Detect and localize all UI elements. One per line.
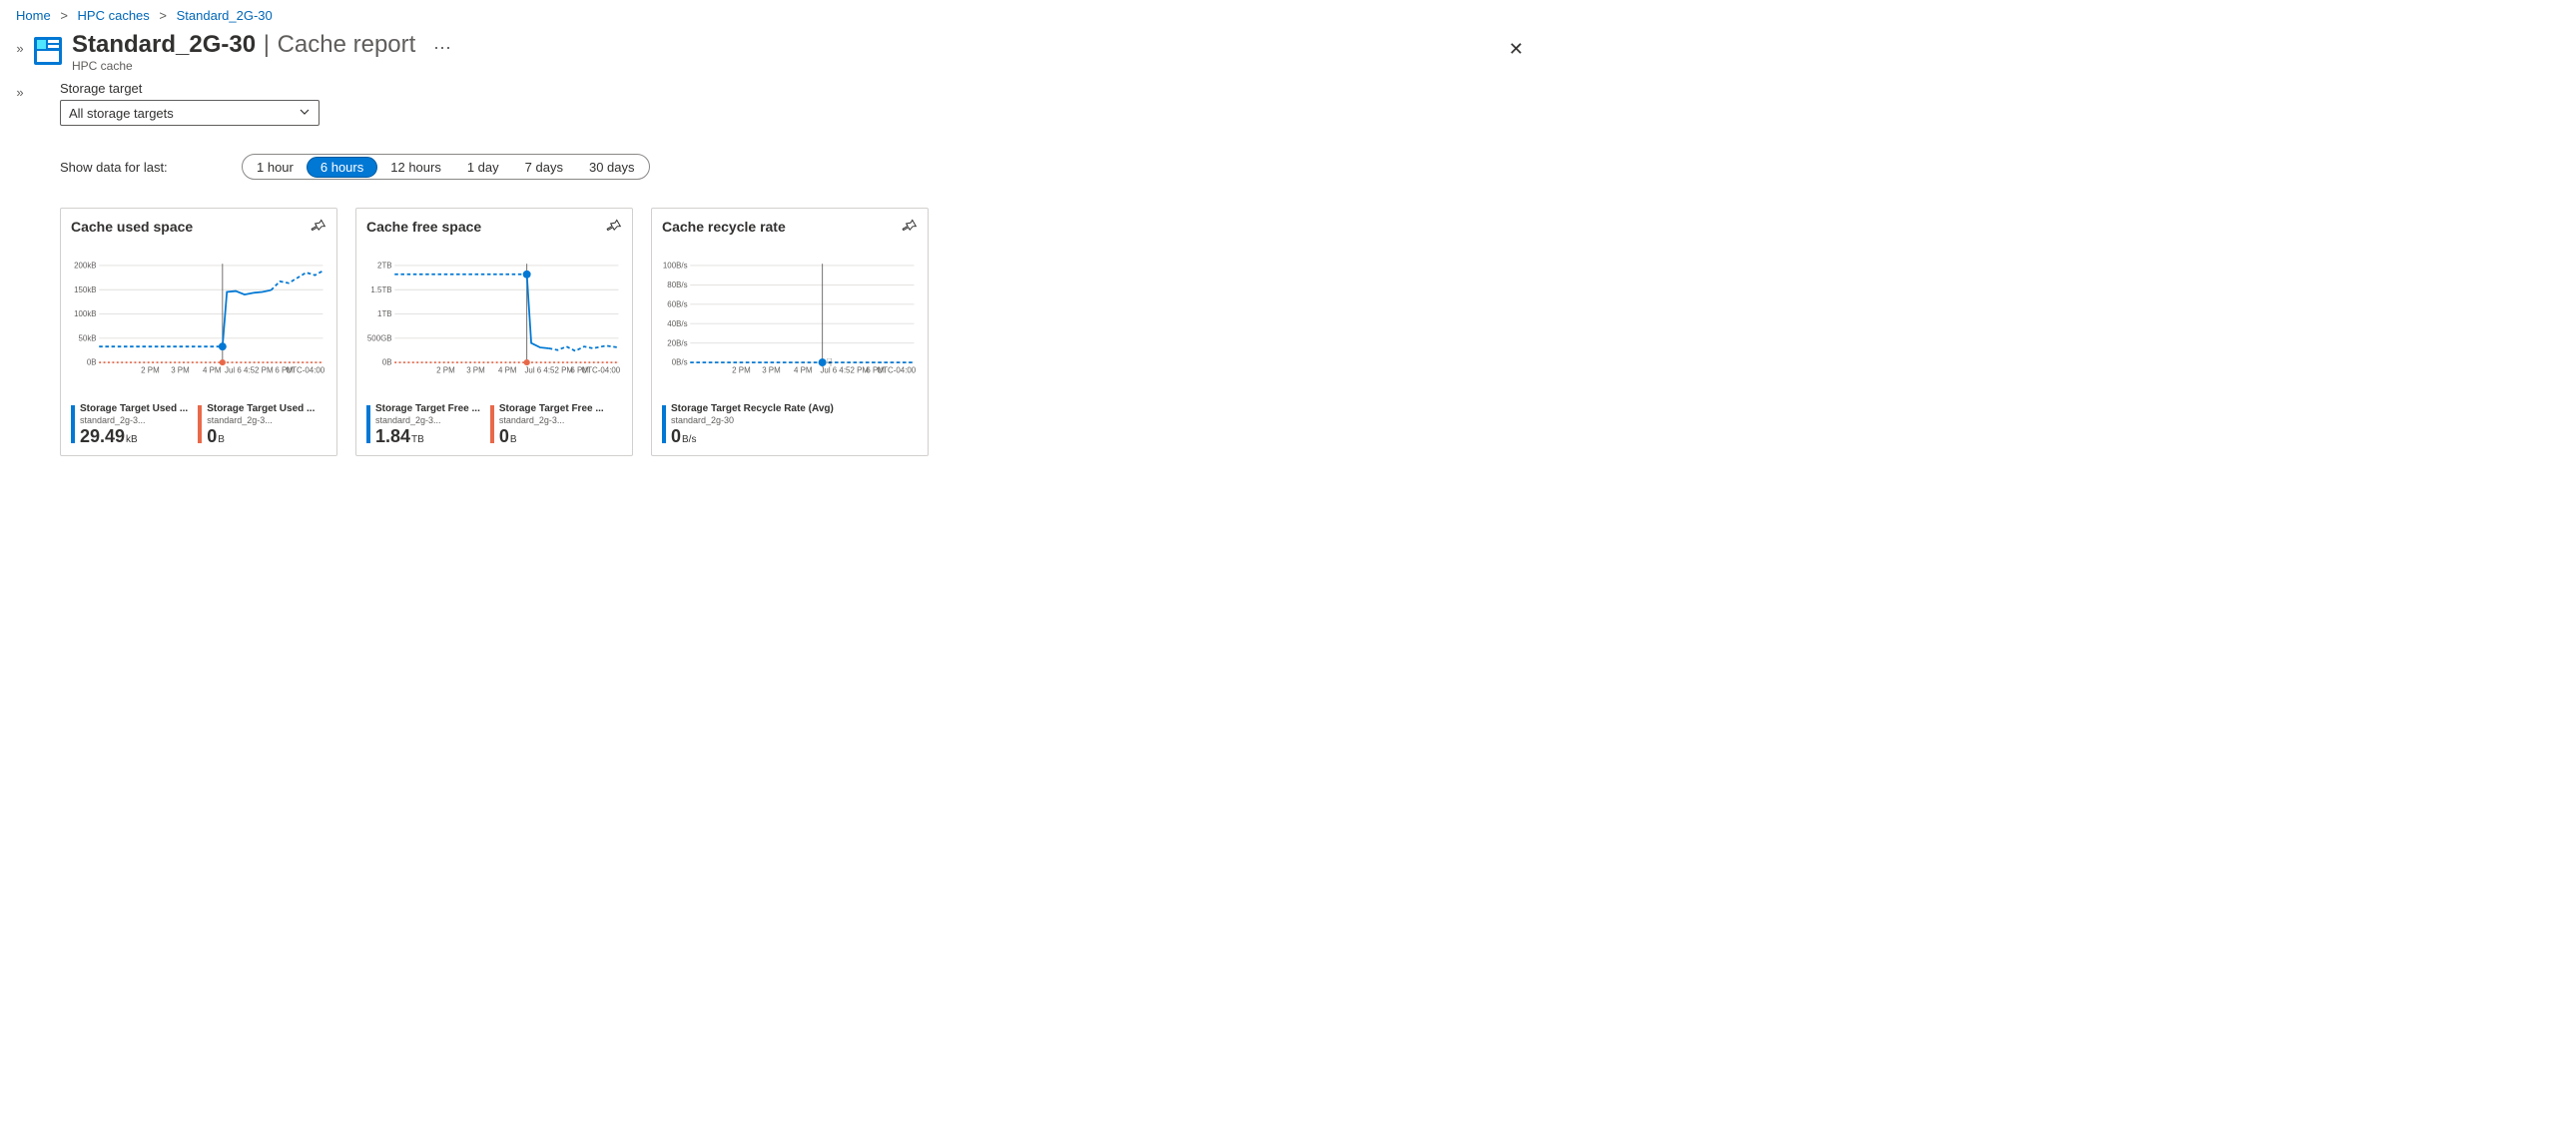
chart[interactable]: 0B500GB1TB1.5TB2TB2 PM3 PM4 PM6 PMJul 6 … xyxy=(366,256,622,395)
storage-target-value: All storage targets xyxy=(69,106,174,121)
breadcrumb-current[interactable]: Standard_2G-30 xyxy=(177,8,273,23)
svg-text:Jul 6 4:52 PM: Jul 6 4:52 PM xyxy=(225,366,274,375)
legend-title: Storage Target Free ... xyxy=(375,403,480,415)
legend-item[interactable]: Storage Target Free ...standard_2g-3...1… xyxy=(366,403,480,445)
svg-text:2 PM: 2 PM xyxy=(732,366,751,375)
pin-icon[interactable] xyxy=(606,219,622,238)
svg-text:3 PM: 3 PM xyxy=(466,366,485,375)
svg-text:200kB: 200kB xyxy=(74,262,97,271)
legend-sub: standard_2g-3... xyxy=(375,415,480,426)
legend-title: Storage Target Used ... xyxy=(207,403,315,415)
timerange-pills: 1 hour6 hours12 hours1 day7 days30 days xyxy=(242,154,650,180)
legend-value: 1.84TB xyxy=(375,427,480,445)
legend-item[interactable]: Storage Target Used ...standard_2g-3...0… xyxy=(198,403,315,445)
legend-item[interactable]: Storage Target Recycle Rate (Avg)standar… xyxy=(662,403,834,445)
svg-text:2 PM: 2 PM xyxy=(141,366,160,375)
svg-text:UTC-04:00: UTC-04:00 xyxy=(286,366,324,375)
timerange-pill[interactable]: 30 days xyxy=(576,158,648,177)
chart[interactable]: 0B/s20B/s40B/s60B/s80B/s100B/s☟2 PM3 PM4… xyxy=(662,256,918,395)
page-subtitle: Cache report xyxy=(278,31,416,58)
svg-text:2 PM: 2 PM xyxy=(436,366,455,375)
legend-color-bar xyxy=(366,405,370,443)
legend-sub: standard_2g-3... xyxy=(207,415,315,426)
legend-sub: standard_2g-30 xyxy=(671,415,834,426)
svg-text:4 PM: 4 PM xyxy=(794,366,813,375)
legend-title: Storage Target Used ... xyxy=(80,403,188,415)
breadcrumb-sep: > xyxy=(159,8,167,23)
timerange-pill[interactable]: 7 days xyxy=(512,158,576,177)
legend-item[interactable]: Storage Target Free ...standard_2g-3...0… xyxy=(490,403,604,445)
svg-text:0B: 0B xyxy=(382,358,392,367)
resource-icon xyxy=(32,35,64,67)
legend-value: 29.49kB xyxy=(80,427,188,445)
svg-text:50kB: 50kB xyxy=(79,334,97,343)
svg-text:Jul 6 4:52 PM: Jul 6 4:52 PM xyxy=(820,366,869,375)
svg-text:0B: 0B xyxy=(87,358,97,367)
breadcrumb-home[interactable]: Home xyxy=(16,8,51,23)
legend-sub: standard_2g-3... xyxy=(80,415,188,426)
svg-text:1.5TB: 1.5TB xyxy=(370,285,391,294)
svg-text:3 PM: 3 PM xyxy=(762,366,781,375)
storage-target-select[interactable]: All storage targets xyxy=(60,100,320,126)
expand-sidebar-icon[interactable]: » xyxy=(8,81,32,456)
timerange-pill[interactable]: 12 hours xyxy=(377,158,454,177)
legend-sub: standard_2g-3... xyxy=(499,415,604,426)
svg-text:100kB: 100kB xyxy=(74,309,97,318)
legend-color-bar xyxy=(490,405,494,443)
legend-title: Storage Target Free ... xyxy=(499,403,604,415)
storage-target-label: Storage target xyxy=(60,81,1530,96)
chevron-down-icon xyxy=(299,106,311,121)
svg-text:3 PM: 3 PM xyxy=(171,366,190,375)
resource-type-label: HPC cache xyxy=(72,59,1503,73)
more-actions-icon[interactable]: ⋯ xyxy=(433,38,451,58)
svg-text:UTC-04:00: UTC-04:00 xyxy=(581,366,620,375)
svg-text:UTC-04:00: UTC-04:00 xyxy=(877,366,916,375)
svg-text:Jul 6 4:52 PM: Jul 6 4:52 PM xyxy=(524,366,573,375)
legend-color-bar xyxy=(662,405,666,443)
svg-text:500GB: 500GB xyxy=(367,334,392,343)
expand-menu-icon[interactable]: » xyxy=(8,31,32,56)
card-title: Cache recycle rate xyxy=(662,219,786,235)
card-title: Cache used space xyxy=(71,219,193,235)
title-separator: | xyxy=(264,31,270,58)
svg-text:100B/s: 100B/s xyxy=(663,262,688,271)
page-title: Standard_2G-30 xyxy=(72,31,256,58)
breadcrumb-hpc-caches[interactable]: HPC caches xyxy=(78,8,150,23)
svg-text:0B/s: 0B/s xyxy=(672,358,688,367)
timerange-pill[interactable]: 6 hours xyxy=(307,157,377,178)
breadcrumb-sep: > xyxy=(60,8,68,23)
breadcrumb: Home > HPC caches > Standard_2G-30 xyxy=(0,0,1546,31)
chart[interactable]: 0B50kB100kB150kB200kB2 PM3 PM4 PM6 PMJul… xyxy=(71,256,326,395)
legend-value: 0B xyxy=(207,427,315,445)
svg-text:60B/s: 60B/s xyxy=(667,300,687,309)
legend-color-bar xyxy=(198,405,202,443)
legend-value: 0B/s xyxy=(671,427,834,445)
pin-icon[interactable] xyxy=(902,219,918,238)
svg-text:150kB: 150kB xyxy=(74,285,97,294)
pin-icon[interactable] xyxy=(311,219,326,238)
legend-color-bar xyxy=(71,405,75,443)
svg-text:40B/s: 40B/s xyxy=(667,319,687,328)
svg-text:4 PM: 4 PM xyxy=(203,366,222,375)
metric-card: Cache recycle rate 0B/s 20B/s 40B/s 60B/s 80B… xyxy=(651,208,929,456)
legend-title: Storage Target Recycle Rate (Avg) xyxy=(671,403,834,415)
svg-text:4 PM: 4 PM xyxy=(498,366,517,375)
metric-card: Cache free space 0B 500GB 1TB 1.5TB 2TB 2 PM 3 … xyxy=(355,208,633,456)
svg-text:20B/s: 20B/s xyxy=(667,338,687,347)
legend-item[interactable]: Storage Target Used ...standard_2g-3...2… xyxy=(71,403,188,445)
timerange-pill[interactable]: 1 day xyxy=(454,158,512,177)
timerange-label: Show data for last: xyxy=(60,160,240,175)
legend-value: 0B xyxy=(499,427,604,445)
card-title: Cache free space xyxy=(366,219,481,235)
metric-card: Cache used space 0B 50kB 100kB 150kB 200kB 2 P… xyxy=(60,208,337,456)
svg-text:80B/s: 80B/s xyxy=(667,281,687,289)
svg-text:1TB: 1TB xyxy=(377,309,392,318)
timerange-pill[interactable]: 1 hour xyxy=(244,158,307,177)
svg-text:2TB: 2TB xyxy=(377,262,392,271)
close-icon[interactable]: ✕ xyxy=(1503,33,1530,66)
